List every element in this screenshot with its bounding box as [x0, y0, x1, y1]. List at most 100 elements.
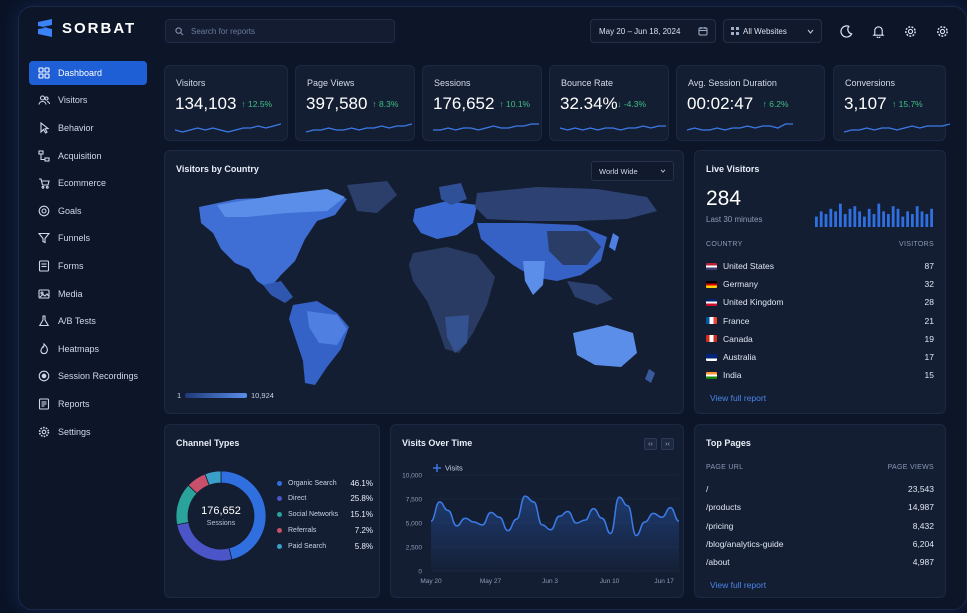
- col-country: COUNTRY: [706, 241, 743, 248]
- sidebar-item-label: Media: [58, 288, 83, 299]
- kpi-delta-value: 15.7%: [898, 99, 923, 109]
- settings-gear-icon[interactable]: [933, 22, 951, 40]
- world-map: [199, 181, 657, 385]
- expand-button[interactable]: ‹›: [644, 438, 657, 450]
- sidebar-item-heatmaps[interactable]: Heatmaps: [29, 337, 147, 361]
- kpi-card-conversions[interactable]: Conversions 3,107 ↑ 15.7%: [833, 65, 946, 141]
- live-country-row: Australia 17: [706, 350, 934, 364]
- flask-icon: [38, 315, 50, 327]
- sidebar-item-ecommerce[interactable]: Ecommerce: [29, 171, 147, 195]
- map-region-australia: [573, 325, 637, 367]
- sidebar-item-dashboard[interactable]: Dashboard: [29, 61, 147, 85]
- flag-uk-icon: [706, 298, 717, 306]
- country-visitors: 21: [924, 315, 934, 326]
- search-input[interactable]: [191, 26, 381, 36]
- bell-icon[interactable]: [869, 22, 887, 40]
- app-name: SORBAT: [62, 19, 137, 37]
- sidebar-item-funnels[interactable]: Funnels: [29, 227, 147, 251]
- target-icon: [38, 205, 50, 217]
- channel-legend-item: Direct 25.8%: [277, 493, 373, 505]
- live-bar: [853, 206, 857, 227]
- channel-label: Organic Search: [288, 479, 337, 487]
- sidebar-item-settings[interactable]: Settings: [29, 420, 147, 444]
- top-page-row[interactable]: /products 14,987: [706, 500, 934, 514]
- x-tick-label: Jun 17: [654, 578, 674, 585]
- sidebar-item-media[interactable]: Media: [29, 282, 147, 306]
- country-name: Australia: [723, 352, 757, 362]
- x-tick-label: May 27: [480, 578, 502, 585]
- live-bar: [829, 208, 833, 227]
- chevron-down-icon: [660, 169, 666, 173]
- channel-pct: 15.1%: [350, 510, 373, 520]
- kpi-delta-value: -4.3%: [623, 99, 647, 109]
- top-page-row[interactable]: /pricing 8,432: [706, 519, 934, 533]
- live-visitors-count: 284: [706, 187, 742, 210]
- date-range-picker[interactable]: May 20 – Jun 18, 2024: [590, 19, 716, 43]
- sidebar-item-acquisition[interactable]: Acquisition: [29, 144, 147, 168]
- arrow-up-icon: ↑: [372, 99, 380, 109]
- moon-icon[interactable]: [837, 22, 855, 40]
- kpi-label: Avg. Session Duration: [688, 78, 777, 88]
- kpi-card-bounce-rate[interactable]: Bounce Rate 32.34% ↓ -4.3%: [549, 65, 669, 141]
- channel-types-panel: Channel Types 176,652 Sessions Organic S…: [164, 424, 380, 598]
- live-view-report-link[interactable]: View full report: [710, 393, 767, 403]
- map-region-africa-south: [445, 315, 469, 353]
- map-title: Visitors by Country: [176, 164, 259, 174]
- kpi-sparkline: [306, 118, 412, 134]
- visits-area: [431, 496, 679, 571]
- flag-fr-icon: [706, 317, 717, 325]
- sidebar-item-label: Goals: [58, 205, 82, 216]
- live-visitors-period: Last 30 minutes: [706, 215, 763, 224]
- form-icon: [38, 260, 50, 272]
- live-country-row: India 15: [706, 368, 934, 382]
- col-page-views: PAGE VIEWS: [887, 464, 934, 471]
- sidebar-item-session-recordings[interactable]: Session Recordings: [29, 365, 147, 389]
- y-tick-label: 7,500: [406, 497, 423, 504]
- sidebar-item-label: A/B Tests: [58, 316, 96, 327]
- page-url: /products: [706, 502, 741, 513]
- live-bar: [925, 214, 929, 227]
- kpi-card-avg-session-duration[interactable]: Avg. Session Duration 00:02:47 ↑ 6.2%: [676, 65, 825, 141]
- sidebar-item-behavior[interactable]: Behavior: [29, 116, 147, 140]
- map-region-russia: [475, 187, 657, 221]
- channel-label: Direct: [288, 495, 307, 503]
- page-url: /blog/analytics-guide: [706, 538, 784, 549]
- top-page-row[interactable]: /about 4,987: [706, 555, 934, 569]
- sidebar-item-reports[interactable]: Reports: [29, 392, 147, 416]
- legend-dot: [277, 527, 282, 533]
- live-country-row: Germany 32: [706, 277, 934, 291]
- pages-view-report-link[interactable]: View full report: [710, 580, 767, 590]
- gear-icon[interactable]: [901, 22, 919, 40]
- media-icon: [38, 288, 50, 300]
- website-select[interactable]: All Websites: [723, 19, 822, 43]
- kpi-value: 32.34%: [560, 94, 618, 113]
- sidebar-item-label: Session Recordings: [58, 371, 139, 382]
- kpi-card-visitors[interactable]: Visitors 134,103 ↑ 12.5%: [164, 65, 288, 141]
- sidebar-item-label: Heatmaps: [58, 343, 100, 354]
- map-region-brazil: [307, 311, 347, 345]
- kpi-card-sessions[interactable]: Sessions 176,652 ↑ 10.1%: [422, 65, 542, 141]
- search-icon: [175, 26, 184, 35]
- sidebar-item-forms[interactable]: Forms: [29, 254, 147, 278]
- x-tick-label: Jun 10: [600, 578, 620, 585]
- country-visitors: 19: [924, 333, 934, 344]
- sidebar-item-goals[interactable]: Goals: [29, 199, 147, 223]
- collapse-button[interactable]: ›‹: [661, 438, 674, 450]
- kpi-card-page-views[interactable]: Page Views 397,580 ↑ 8.3%: [295, 65, 415, 141]
- top-page-row[interactable]: /blog/analytics-guide 6,204: [706, 537, 934, 551]
- flag-us-icon: [706, 262, 717, 270]
- live-visitors-bars: [815, 203, 933, 227]
- search-box[interactable]: [165, 19, 395, 43]
- kpi-sparkline: [844, 118, 950, 134]
- sidebar-item-a-b-tests[interactable]: A/B Tests: [29, 309, 147, 333]
- live-bar: [819, 211, 823, 227]
- kpi-delta: ↑ 15.7%: [892, 99, 923, 109]
- top-page-row[interactable]: / 23,543: [706, 482, 934, 496]
- channel-label: Paid Search: [288, 542, 327, 550]
- live-visitors-panel: Live Visitors 284 Last 30 minutes COUNTR…: [694, 150, 946, 414]
- region-select[interactable]: World Wide: [591, 161, 674, 181]
- sidebar-item-visitors[interactable]: Visitors: [29, 89, 147, 113]
- country-visitors: 28: [924, 297, 934, 308]
- kpi-label: Conversions: [845, 78, 896, 88]
- funnel-icon: [38, 232, 50, 244]
